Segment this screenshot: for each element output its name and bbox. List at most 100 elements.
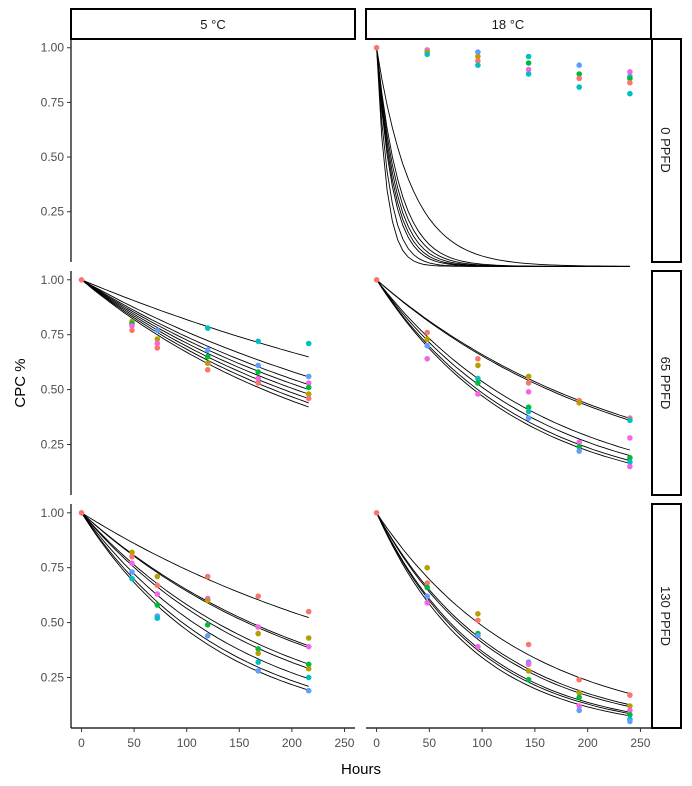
fit-line <box>376 47 630 267</box>
data-point <box>305 391 312 397</box>
data-point <box>627 75 633 82</box>
data-point <box>475 53 481 60</box>
fit-line <box>376 47 630 267</box>
data-point <box>525 60 532 66</box>
data-point <box>255 380 261 386</box>
data-point <box>475 391 481 397</box>
data-point <box>475 643 481 650</box>
data-point <box>525 373 532 380</box>
data-point <box>525 66 532 73</box>
column-label-18c: 18 °C <box>492 17 525 32</box>
data-point <box>305 608 312 615</box>
data-point <box>154 615 161 621</box>
data-point <box>305 643 312 650</box>
data-point <box>305 373 312 380</box>
data-point <box>525 408 532 415</box>
x-tick-label: 200 <box>282 736 302 750</box>
data-point <box>154 582 161 589</box>
data-point <box>627 417 633 424</box>
fit-line <box>81 512 309 680</box>
data-point <box>373 510 380 516</box>
row-label-0ppfd: 0 PPFD <box>658 127 673 173</box>
column-strip-18c <box>365 8 652 40</box>
data-point <box>255 624 261 630</box>
row-strip-65ppfd <box>651 270 682 496</box>
data-point <box>475 617 481 624</box>
fit-line <box>376 47 630 267</box>
data-point <box>576 439 582 446</box>
data-point <box>305 674 312 681</box>
data-point <box>305 395 312 402</box>
data-point <box>576 84 582 90</box>
data-point <box>424 600 431 606</box>
data-point <box>305 380 312 386</box>
fit-line <box>81 512 309 691</box>
fit-line <box>81 279 309 358</box>
data-point <box>424 356 431 362</box>
data-point <box>475 58 481 64</box>
data-point <box>373 277 380 283</box>
data-point <box>576 71 582 77</box>
y-tick-label: 0.50 <box>41 616 65 630</box>
x-tick-label: 0 <box>78 736 85 750</box>
x-tick-label: 50 <box>127 736 141 750</box>
data-point <box>576 400 582 406</box>
fit-line <box>376 47 630 267</box>
x-tick-label: 250 <box>630 736 650 750</box>
data-point <box>255 659 261 665</box>
data-point <box>424 593 431 599</box>
data-point <box>424 564 431 571</box>
data-point <box>576 448 582 454</box>
data-point <box>204 325 211 331</box>
data-point <box>424 336 431 342</box>
fit-line <box>81 279 309 386</box>
panel-0-1 <box>78 277 312 408</box>
data-point <box>305 340 312 347</box>
y-tick-label: 1.00 <box>41 273 65 287</box>
data-point <box>129 560 135 567</box>
y-tick-label: 0.50 <box>41 150 65 164</box>
data-point <box>475 633 481 639</box>
panel-1-0 <box>373 44 633 267</box>
data-point <box>424 342 431 349</box>
fit-line <box>376 512 631 706</box>
row-strip-0ppfd <box>651 38 682 263</box>
data-point <box>204 633 211 639</box>
fit-line <box>81 512 309 649</box>
data-point <box>576 443 582 450</box>
fit-line <box>376 279 631 462</box>
fit-line <box>81 512 309 669</box>
x-tick-label: 250 <box>334 736 354 750</box>
data-point <box>129 323 135 329</box>
fit-line <box>81 512 309 647</box>
data-point <box>78 277 85 283</box>
data-point <box>576 690 582 696</box>
data-point <box>627 79 633 86</box>
data-point <box>627 90 633 97</box>
data-point <box>576 694 582 701</box>
y-tick-label: 0.25 <box>41 437 65 451</box>
data-point <box>129 575 135 582</box>
data-point <box>576 703 582 709</box>
data-point <box>154 336 161 342</box>
data-point <box>255 668 261 674</box>
panel-1-2 <box>373 510 633 725</box>
data-point <box>627 435 633 441</box>
data-point <box>424 51 431 58</box>
row-label-65ppfd: 65 PPFD <box>658 357 673 410</box>
data-point <box>475 356 481 362</box>
y-tick-label: 0.75 <box>41 561 65 575</box>
data-point <box>424 329 431 336</box>
fit-line <box>376 279 631 457</box>
data-point <box>475 611 481 617</box>
data-point <box>305 635 312 641</box>
data-point <box>627 712 633 718</box>
fit-line <box>81 279 309 378</box>
x-tick-label: 0 <box>373 736 380 750</box>
data-point <box>576 62 582 68</box>
data-point <box>154 345 161 351</box>
fit-line <box>376 512 630 708</box>
data-point <box>204 597 211 604</box>
fit-line <box>376 279 631 421</box>
data-point <box>525 404 532 411</box>
